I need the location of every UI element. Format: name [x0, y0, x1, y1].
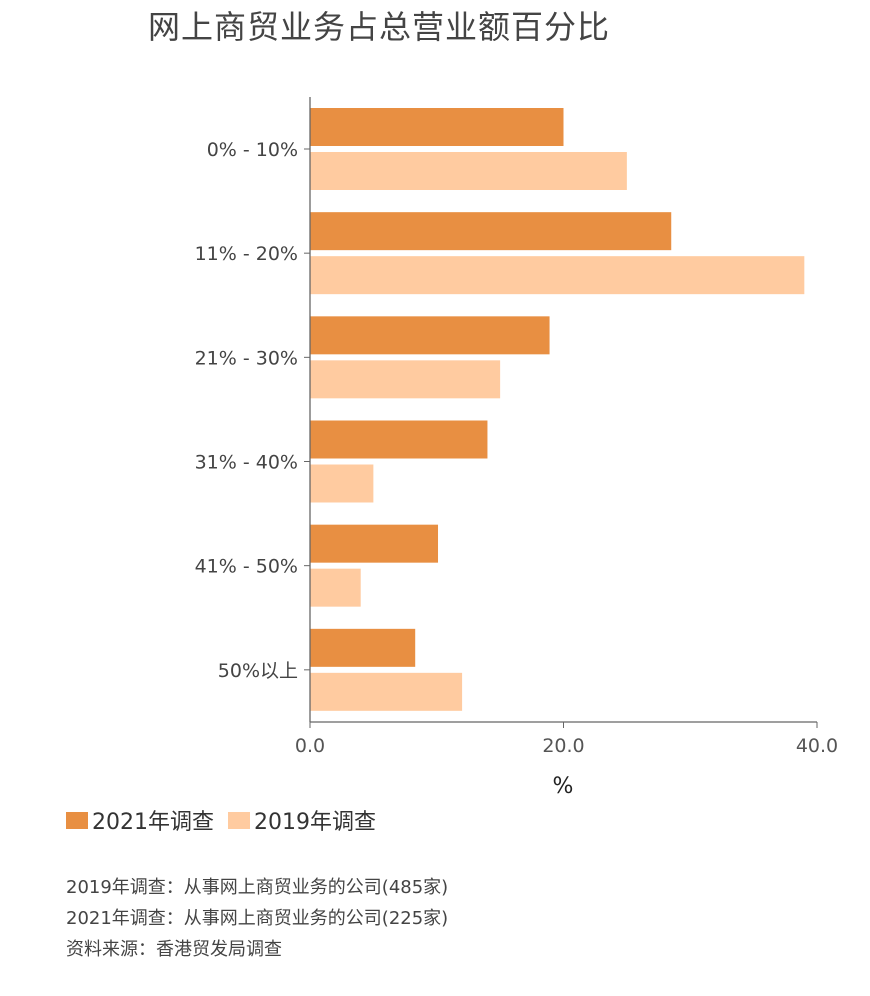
legend-swatch-2021: [66, 811, 88, 829]
x-tick-label: 0.0: [295, 735, 325, 757]
bar-chart: 0% - 10% 11% - 20% 21% - 30% 31% - 40% 41% -…: [195, 97, 838, 799]
x-axis-label: %: [553, 774, 574, 799]
legend-swatch-2019: [228, 811, 250, 829]
category-label: 0% - 10%: [207, 139, 298, 161]
category-label: 50%以上: [218, 660, 298, 682]
bar-2019-3: [310, 360, 501, 399]
chart-title: 网上商贸业务占总营业额百分比: [148, 8, 611, 46]
bar-2019-2: [310, 256, 805, 295]
bar-2019-6: [310, 672, 463, 711]
bar-2021-1: [310, 108, 564, 146]
legend-item-2021[interactable]: 2021年调查: [66, 804, 214, 836]
legend: 2021年调查 2019年调查: [66, 804, 390, 836]
bar-2021-4: [310, 420, 488, 459]
bar-2021-5: [310, 524, 439, 563]
footnote-2021-survey: 2021年调查：从事网上商贸业务的公司(225家): [66, 908, 449, 929]
category-label: 11% - 20%: [195, 243, 298, 265]
category-label: 21% - 30%: [195, 347, 298, 369]
footnote-source: 资料来源：香港贸发局调查: [66, 939, 282, 960]
legend-label-2019: 2019年调查: [254, 810, 376, 835]
bar-2021-3: [310, 316, 550, 355]
bar-2021-6: [310, 628, 416, 667]
x-tick-label: 40.0: [796, 735, 838, 757]
legend-item-2019[interactable]: 2019年调查: [228, 804, 376, 836]
footnote-2019-survey: 2019年调查：从事网上商贸业务的公司(485家): [66, 877, 449, 898]
bar-2021-2: [310, 212, 672, 251]
bar-2019-1: [310, 152, 627, 190]
legend-label-2021: 2021年调查: [92, 810, 214, 835]
category-label: 41% - 50%: [195, 556, 298, 578]
bar-2019-5: [310, 568, 361, 607]
footnotes: 2019年调查：从事网上商贸业务的公司(485家) 2021年调查：从事网上商贸…: [66, 872, 448, 965]
category-label: 31% - 40%: [195, 452, 298, 474]
bar-2019-4: [310, 464, 374, 503]
x-tick-label: 20.0: [542, 735, 584, 757]
